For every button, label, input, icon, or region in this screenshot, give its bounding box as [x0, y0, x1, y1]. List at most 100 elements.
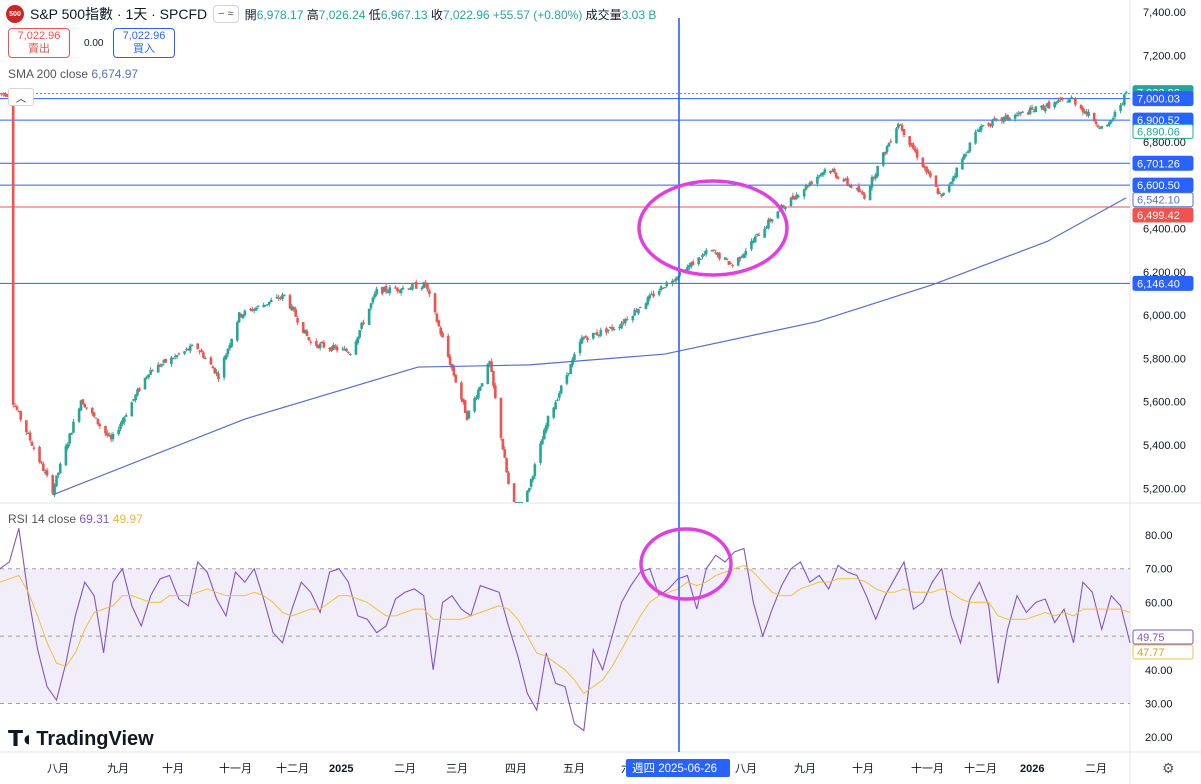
candle-body [132, 399, 136, 401]
candle-body [435, 313, 439, 322]
candle-body [473, 398, 476, 412]
time-axis-label: 二月 [394, 763, 416, 775]
candle-body [1042, 105, 1045, 110]
candle-body [441, 333, 444, 338]
candle-body [961, 158, 964, 170]
candle-body [349, 354, 352, 356]
time-axis-label: 2026 [1020, 763, 1044, 775]
candle-body [254, 307, 258, 311]
candle-body [121, 420, 124, 425]
visibility-toggle[interactable]: − ≈ [213, 5, 239, 23]
annotation-ellipse-price [637, 179, 789, 277]
tradingview-logo[interactable]: 𝗧◖ TradingView [8, 726, 154, 752]
candle-body [887, 143, 891, 147]
candle-body [908, 136, 911, 145]
candle-body [281, 294, 284, 300]
candle-body [646, 297, 650, 305]
price-axis-label: 7,200.00 [1143, 50, 1186, 62]
candle-body [249, 309, 252, 311]
candle-body [305, 330, 309, 337]
candle-body [704, 250, 708, 254]
candle-body [136, 389, 139, 396]
candle-body [1119, 104, 1122, 111]
candle-body [881, 152, 885, 166]
level-price-label: 6,499.42 [1137, 210, 1180, 222]
candle-body [544, 425, 548, 432]
rsi-ma-value-label: 47.77 [1137, 647, 1165, 659]
ohlc-value: 6,967.13 [380, 7, 431, 22]
time-axis-label: 十二月 [964, 761, 997, 775]
candle-body [802, 189, 806, 197]
candle-body [1040, 105, 1043, 108]
candle-body [849, 185, 853, 188]
candle-body [309, 341, 313, 343]
candle-body [934, 175, 938, 187]
candle-body [345, 348, 348, 352]
candle-body [731, 264, 734, 266]
candle-body [633, 309, 636, 316]
candle-body [1047, 101, 1051, 109]
rsi-legend[interactable]: RSI 14 close 69.31 49.97 [8, 512, 143, 526]
candle-body [768, 218, 772, 222]
symbol-title[interactable]: S&P 500指數 · 1天 · SPCFD [30, 6, 208, 22]
level-price-label-box [1132, 207, 1194, 223]
candle-body [929, 172, 932, 177]
candle-body [529, 479, 533, 487]
candle-body [895, 128, 898, 144]
candle-body [1013, 114, 1017, 119]
candle-body [533, 464, 537, 477]
candle-body [554, 402, 557, 410]
gear-icon[interactable]: ⚙ [1162, 760, 1175, 776]
candle-body [712, 249, 716, 251]
candle-body [994, 118, 998, 120]
level-price-label-box [1132, 177, 1194, 193]
candle-body [30, 441, 34, 446]
candle-body [94, 417, 98, 419]
candle-body [942, 192, 945, 196]
ohlc-key: 收 [430, 7, 443, 22]
candle-body [804, 184, 808, 190]
candle-body [426, 284, 429, 290]
candle-body [296, 318, 299, 323]
candle-body [1107, 122, 1111, 126]
candle-body [949, 181, 953, 184]
price-axis-label: 5,800.00 [1143, 353, 1186, 365]
candle-body [79, 400, 83, 411]
candle-body [1006, 114, 1009, 120]
ohlc-readout: 開6,978.17 高7,026.24 低6,967.13 收7,022.96 … [245, 6, 657, 23]
candle-body [414, 282, 418, 289]
sell-button[interactable]: 7,022.96 賣出 [8, 28, 70, 58]
candle-body [981, 125, 985, 127]
candle-body [45, 470, 49, 476]
sma-legend[interactable]: SMA 200 close 6,674.97 [8, 67, 138, 81]
sma-price-label: 6,542.10 [1137, 195, 1180, 207]
rsi-ma-value-label-box [1132, 644, 1194, 660]
candle-body [463, 400, 467, 413]
candle-body [1085, 111, 1088, 115]
candle-body [119, 424, 122, 429]
candle-body [42, 463, 45, 472]
candle-body [332, 345, 335, 350]
candle-body [499, 397, 503, 438]
candle-body [1072, 98, 1075, 100]
candle-body [676, 277, 680, 279]
candle-body [117, 429, 120, 435]
collapse-legend-button[interactable]: ︿ [8, 88, 34, 106]
ohlc-value: 6,978.17 [256, 7, 307, 22]
price-axis-label: 6,400.00 [1143, 224, 1186, 236]
price-axis-label: 6,800.00 [1143, 137, 1186, 149]
candle-body [951, 177, 955, 182]
candle-body [872, 176, 876, 179]
candle-body [742, 253, 746, 258]
candle-body [228, 344, 232, 349]
symbol-logo-icon[interactable]: 500 [6, 5, 24, 23]
sell-price: 7,022.96 [17, 30, 61, 42]
crosshair-date-label: 週四 2025-06-26 [632, 762, 717, 775]
buy-button[interactable]: 7,022.96 買入 [113, 28, 175, 58]
candle-body [1066, 101, 1070, 103]
candle-body [452, 366, 456, 376]
candle-body [358, 330, 362, 338]
candle-body [567, 373, 571, 375]
candle-body [460, 382, 463, 400]
